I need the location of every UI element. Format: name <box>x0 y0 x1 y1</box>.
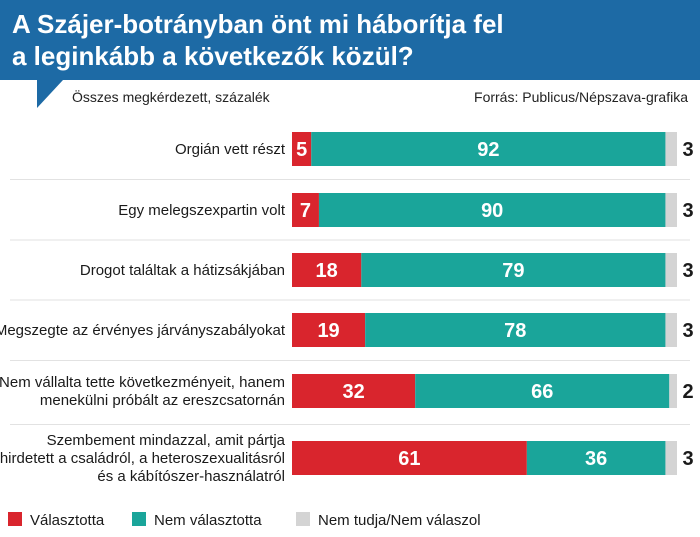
data-label-dont-know: 3 <box>682 200 693 222</box>
bar-not-selected <box>318 193 666 227</box>
chart-title-line-1: A Szájer-botrányban önt mi háborítja fel <box>12 9 504 39</box>
legend-label-not-selected: Nem választotta <box>154 512 262 529</box>
data-label-selected: 5 <box>296 139 307 161</box>
bar-not-selected <box>361 253 666 287</box>
legend-swatch-dont-know <box>296 512 310 526</box>
category-label: Drogot találtak a hátizsákjában <box>80 262 285 279</box>
category-label: Szembement mindazzal, amit pártja <box>47 432 286 449</box>
bar-dont-know <box>665 441 677 475</box>
data-label-dont-know: 3 <box>682 139 693 161</box>
bar-selected <box>292 193 319 227</box>
data-label-not-selected: 79 <box>502 260 524 282</box>
chart-title-line-2: a leginkább a következők közül? <box>12 41 414 71</box>
data-label-not-selected: 78 <box>504 320 526 342</box>
legend-label-selected: Választotta <box>30 512 105 529</box>
data-label-dont-know: 3 <box>682 260 693 282</box>
data-label-selected: 7 <box>300 200 311 222</box>
bar-not-selected <box>365 313 666 347</box>
bar-dont-know <box>665 193 677 227</box>
bar-selected <box>292 253 362 287</box>
category-label: Orgián vett részt <box>175 141 286 158</box>
data-label-dont-know: 2 <box>682 381 693 403</box>
data-label-not-selected: 92 <box>477 139 499 161</box>
chart-title: A Szájer-botrányban önt mi háborítja fel… <box>12 8 504 72</box>
data-label-selected: 18 <box>316 260 338 282</box>
bar-not-selected <box>526 441 666 475</box>
data-label-dont-know: 3 <box>682 320 693 342</box>
header-banner <box>0 0 700 80</box>
category-label: és a kábítószer-használatról <box>97 468 285 485</box>
category-label: hirdetett a családról, a heteroszexualit… <box>0 450 285 467</box>
data-label-not-selected: 66 <box>531 381 553 403</box>
data-label-selected: 32 <box>342 381 364 403</box>
bar-selected <box>292 441 527 475</box>
bar-dont-know <box>669 374 677 408</box>
legend-label-dont-know: Nem tudja/Nem válaszol <box>318 512 481 529</box>
bar-not-selected <box>415 374 670 408</box>
data-label-not-selected: 90 <box>481 200 503 222</box>
bar-not-selected <box>311 132 666 166</box>
data-label-not-selected: 36 <box>585 448 607 470</box>
data-label-dont-know: 3 <box>682 448 693 470</box>
chart-subtitle: Összes megkérdezett, százalék <box>72 89 270 105</box>
bar-dont-know <box>665 253 677 287</box>
legend-swatch-not-selected <box>132 512 146 526</box>
data-label-selected: 19 <box>317 320 339 342</box>
bar-selected <box>292 132 312 166</box>
legend-swatch-selected <box>8 512 22 526</box>
header-tab <box>37 80 63 108</box>
bar-dont-know <box>665 132 677 166</box>
category-label: Megszegte az érvényes járványszabályokat <box>0 322 286 339</box>
category-label: menekülni próbált az ereszcsatornán <box>40 392 285 409</box>
bar-dont-know <box>665 313 677 347</box>
category-label: Nem vállalta tette következményeit, hane… <box>0 374 285 391</box>
category-label: Egy melegszexpartin volt <box>118 202 286 219</box>
data-label-selected: 61 <box>398 448 420 470</box>
bar-selected <box>292 313 366 347</box>
bar-selected <box>292 374 416 408</box>
chart-source: Forrás: Publicus/Népszava-grafika <box>474 89 688 105</box>
